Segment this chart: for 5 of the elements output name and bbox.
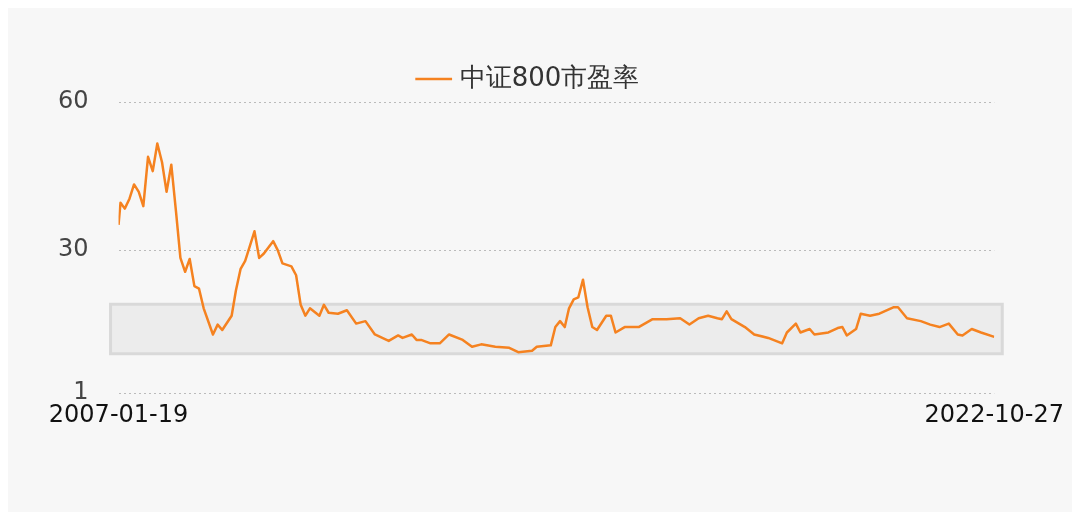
legend-label: 中证800市盈率	[459, 61, 640, 92]
x-tick-label: 2022-10-27	[924, 399, 1064, 428]
y-tick-label: 60	[57, 86, 89, 115]
y-tick-label: 30	[57, 234, 89, 263]
x-tick-label: 2007-01-19	[48, 399, 189, 428]
